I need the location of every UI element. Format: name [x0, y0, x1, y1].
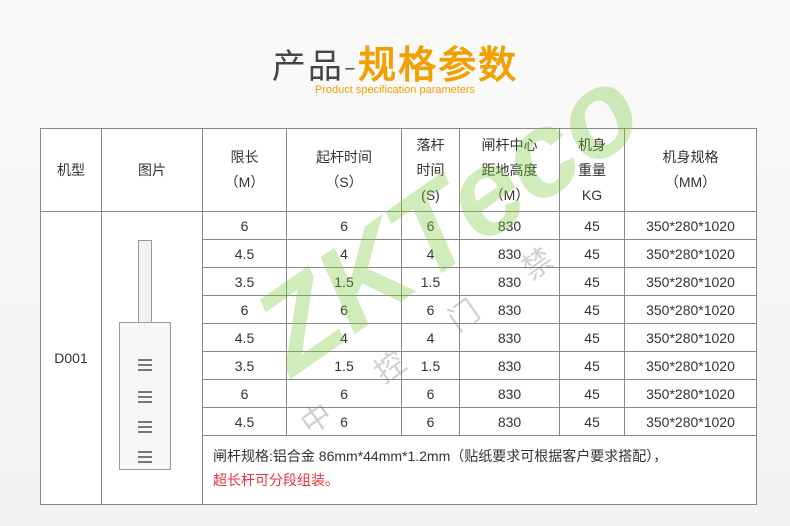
barrier-gate-drawing	[119, 240, 173, 470]
table-cell: 45	[559, 407, 625, 436]
table-cell: 6	[286, 295, 402, 324]
table-cell: 4	[286, 323, 402, 352]
table-cell: 350*280*1020	[624, 379, 757, 408]
header-line: KG	[581, 186, 603, 203]
column-header: 闸杆中心距地高度 （M）	[459, 128, 560, 212]
table-cell: 3.5	[202, 267, 287, 296]
table-cell: 45	[559, 295, 625, 324]
header-line: （M）	[489, 186, 530, 203]
column-header: 机型	[40, 128, 102, 212]
column-header: 机身重量 KG	[559, 128, 625, 212]
table-cell: 830	[459, 407, 560, 436]
column-header: 图片	[101, 128, 203, 212]
table-cell: 6	[286, 379, 402, 408]
spec-table: 机型 图片 限长 （M） 起杆时间 （S） 落杆时间 (S) 闸杆中心距地高度 （M） 机身重量 KG…	[40, 128, 757, 505]
header-line: 重量	[578, 161, 606, 178]
table-cell: 6	[401, 407, 460, 436]
table-cell: 4.5	[202, 407, 287, 436]
table-row: 4.5 4 4 830 45 350*280*1020	[41, 323, 757, 352]
model-cell: D001	[40, 211, 102, 505]
table-cell: 1.5	[286, 351, 402, 380]
table-cell: 830	[459, 295, 560, 324]
page-title: 产品-规格参数	[0, 34, 790, 89]
table-cell: 4.5	[202, 239, 287, 268]
table-cell: 350*280*1020	[624, 323, 757, 352]
header-line: （M）	[224, 174, 265, 190]
table-cell: 350*280*1020	[624, 351, 757, 380]
header-line: 起杆时间	[316, 149, 372, 165]
note-cell: 闸杆规格:铝合金 86mm*44mm*1.2mm（贴纸要求可根据客户要求搭配），…	[202, 435, 757, 505]
header-line: 图片	[138, 161, 166, 178]
product-image	[101, 211, 203, 505]
table-cell: 4	[286, 239, 402, 268]
table-cell: 6	[202, 295, 287, 324]
table-cell: 45	[559, 239, 625, 268]
title-bold: 规格参数	[358, 45, 519, 87]
table-cell: 6	[202, 379, 287, 408]
table-cell: 830	[459, 379, 560, 408]
header-line: 闸杆中心	[481, 136, 538, 153]
table-cell: 830	[459, 351, 560, 380]
table-cell: 830	[459, 267, 560, 296]
header-line: 时间	[416, 161, 445, 178]
table-cell: 6	[401, 295, 460, 324]
table-cell: 1.5	[401, 351, 460, 380]
table-cell: 4	[401, 239, 460, 268]
table-cell: 6	[286, 407, 402, 436]
column-header: 限长 （M）	[202, 128, 287, 212]
table-row: 6 6 6 830 45 350*280*1020	[41, 295, 757, 324]
table-cell: 3.5	[202, 351, 287, 380]
subtitle: Product specification parameters	[314, 84, 476, 96]
table-cell: 350*280*1020	[624, 211, 757, 240]
header-line: (S)	[421, 186, 440, 203]
note-red-text: 超长杆可分段组装。	[213, 472, 339, 488]
table-cell: 1.5	[401, 267, 460, 296]
table-cell: 45	[559, 211, 625, 240]
table-row: D001 6 6 6 830 45 350*280*1020	[40, 211, 757, 505]
table-cell: 350*280*1020	[624, 267, 757, 296]
table-cell: 830	[459, 211, 560, 240]
table-cell: 350*280*1020	[624, 407, 757, 436]
table-cell: 4.5	[202, 323, 287, 352]
header-line: （S）	[325, 174, 363, 190]
note-text: 闸杆规格:铝合金 86mm*44mm*1.2mm（贴纸要求可根据客户要求搭配），	[213, 448, 668, 464]
table-cell: 4	[401, 323, 460, 352]
table-cell: 45	[559, 267, 625, 296]
header-line: 机身规格	[662, 149, 719, 165]
table-cell: 45	[559, 323, 625, 352]
table-cell: 350*280*1020	[624, 239, 757, 268]
table-cell: 6	[401, 211, 460, 240]
table-cell: 350*280*1020	[624, 295, 757, 324]
table-row: 3.5 1.5 1.5 830 45 350*280*1020	[41, 267, 757, 296]
column-header: 起杆时间 （S）	[286, 128, 402, 212]
title-thin: 产品-	[271, 47, 359, 87]
header-line: （MM）	[664, 174, 717, 190]
header-line: 距地高度	[481, 161, 538, 178]
table-cell: 830	[459, 323, 560, 352]
table-cell: 830	[459, 239, 560, 268]
header-line: 机型	[57, 161, 85, 178]
table-row: 3.5 1.5 1.5 830 45 350*280*1020	[41, 351, 757, 380]
header-line: 限长	[230, 149, 259, 165]
table-row: 4.5 6 6 830 45 350*280*1020	[41, 407, 757, 436]
table-cell: 45	[559, 351, 625, 380]
table-row: 4.5 4 4 830 45 350*280*1020	[41, 239, 757, 268]
table-cell: 45	[559, 379, 625, 408]
column-header: 机身规格 （MM）	[624, 128, 757, 212]
header-line: 机身	[578, 136, 606, 153]
column-header: 落杆时间 (S)	[401, 128, 460, 212]
table-cell: 6	[286, 211, 402, 240]
table-cell: 6	[401, 379, 460, 408]
table-cell: 1.5	[286, 267, 402, 296]
header-row: 机型 图片 限长 （M） 起杆时间 （S） 落杆时间 (S) 闸杆中心距地高度 （M） 机身重量 KG…	[40, 128, 757, 212]
header-line: 落杆	[416, 136, 445, 153]
table-cell: 6	[202, 211, 287, 240]
